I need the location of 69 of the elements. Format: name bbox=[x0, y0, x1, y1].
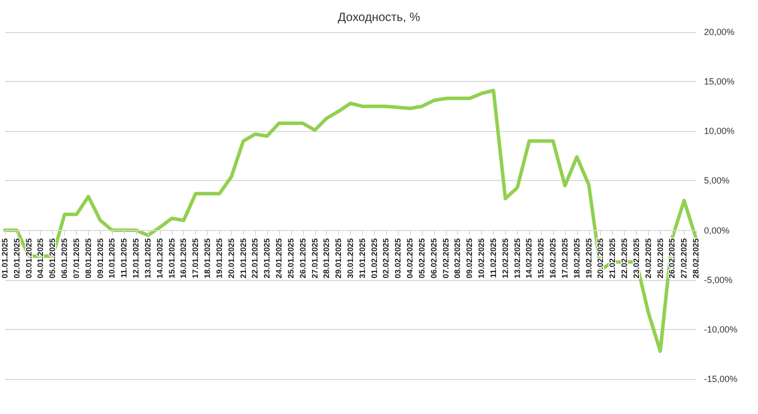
y-tick-label: 20,00% bbox=[704, 27, 735, 37]
x-tick-label: 31.01.2025 bbox=[358, 238, 367, 278]
x-tick-label: 07.02.2025 bbox=[441, 238, 450, 278]
x-tick-label: 04.01.2025 bbox=[36, 238, 46, 278]
x-tick-label: 16.02.2025 bbox=[548, 238, 558, 278]
x-tick-label: 06.02.2025 bbox=[429, 238, 438, 278]
x-tick-label: 06.01.2025 bbox=[60, 238, 70, 278]
x-tick-label: 30.01.2025 bbox=[346, 238, 355, 278]
x-tick-label: 10.02.2025 bbox=[477, 238, 486, 278]
x-tick-label: 09.02.2025 bbox=[465, 238, 474, 278]
x-tick-label: 16.01.2025 bbox=[179, 238, 188, 278]
x-tick-label: 21.02.2025 bbox=[608, 238, 618, 278]
x-tick-label: 05.01.2025 bbox=[48, 238, 58, 278]
x-tick-label: 12.02.2025 bbox=[500, 238, 510, 278]
x-tick-label: 20.02.2025 bbox=[596, 238, 606, 278]
x-tick-label: 26.01.2025 bbox=[298, 238, 308, 278]
x-tick-label: 08.01.2025 bbox=[84, 238, 93, 278]
x-tick-label: 18.01.2025 bbox=[203, 238, 212, 278]
chart-title: Доходность, % bbox=[338, 10, 421, 24]
x-tick-label: 13.02.2025 bbox=[512, 238, 522, 278]
x-tick-label: 15.02.2025 bbox=[536, 238, 546, 278]
x-tick-label: 08.02.2025 bbox=[453, 238, 462, 278]
x-tick-label: 18.02.2025 bbox=[572, 238, 582, 278]
y-tick-label: 0,00% bbox=[704, 225, 730, 236]
x-tick-label: 04.02.2025 bbox=[406, 238, 415, 278]
x-tick-label: 22.02.2025 bbox=[620, 238, 630, 278]
x-tick-label: 21.01.2025 bbox=[238, 238, 248, 278]
y-tick-label: -10,00% bbox=[704, 324, 738, 334]
x-tick-label: 26.02.2025 bbox=[668, 238, 677, 278]
x-tick-label: 17.01.2025 bbox=[191, 238, 200, 278]
x-tick-label: 03.02.2025 bbox=[394, 238, 403, 278]
x-tick-label: 14.02.2025 bbox=[524, 238, 534, 278]
x-tick-label: 12.01.2025 bbox=[132, 238, 141, 278]
x-tick-label: 19.02.2025 bbox=[584, 238, 594, 278]
x-tick-label: 03.01.2025 bbox=[24, 238, 34, 278]
x-tick-label: 02.01.2025 bbox=[12, 238, 22, 278]
x-tick-label: 07.01.2025 bbox=[72, 238, 81, 278]
x-tick-label: 14.01.2025 bbox=[155, 238, 164, 278]
x-tick-label: 29.01.2025 bbox=[334, 238, 344, 278]
y-tick-label: 15,00% bbox=[704, 76, 735, 87]
x-tick-label: 24.01.2025 bbox=[274, 238, 284, 278]
x-tick-label: 02.02.2025 bbox=[382, 238, 391, 278]
x-tick-label: 11.02.2025 bbox=[488, 238, 498, 278]
x-tick-label: 13.01.2025 bbox=[143, 238, 152, 278]
x-tick-label: 17.02.2025 bbox=[560, 238, 570, 278]
x-tick-label: 27.02.2025 bbox=[680, 238, 689, 278]
line-series bbox=[3, 88, 698, 353]
x-tick-label: 28.02.2025 bbox=[692, 238, 700, 278]
x-tick-label: 05.02.2025 bbox=[417, 238, 426, 278]
y-tick-label: -15,00% bbox=[704, 374, 738, 384]
x-tick-label: 19.01.2025 bbox=[214, 238, 224, 278]
x-tick-label: 20.01.2025 bbox=[226, 238, 236, 278]
x-tick-label: 25.01.2025 bbox=[286, 238, 296, 278]
x-tick-label: 01.02.2025 bbox=[370, 238, 379, 278]
y-tick-label: 5,00% bbox=[704, 176, 730, 186]
x-tick-label: 11.01.2025 bbox=[120, 238, 129, 278]
x-tick-label: 15.01.2025 bbox=[167, 238, 176, 278]
x-tick-label: 28.01.2025 bbox=[322, 238, 332, 278]
y-tick-label: -5,00% bbox=[704, 274, 733, 285]
x-tick-label: 25.02.2025 bbox=[656, 238, 665, 278]
x-tick-label: 09.01.2025 bbox=[96, 238, 105, 278]
x-tick-label: 23.02.2025 bbox=[632, 238, 641, 278]
x-tick-label: 23.01.2025 bbox=[262, 238, 272, 278]
y-tick-label: 10,00% bbox=[704, 126, 735, 136]
x-tick-label: 27.01.2025 bbox=[310, 238, 320, 278]
x-tick-label: 10.01.2025 bbox=[108, 238, 117, 278]
x-tick-label: 24.02.2025 bbox=[644, 238, 653, 278]
x-tick-label: 01.01.2025 bbox=[0, 238, 10, 278]
x-tick-label: 22.01.2025 bbox=[250, 238, 260, 278]
